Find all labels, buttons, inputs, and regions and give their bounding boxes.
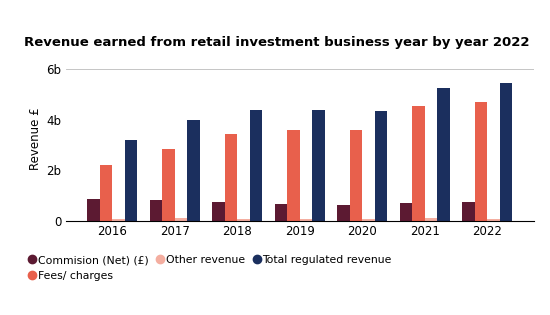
Bar [150,200,162,220]
Bar [237,219,250,220]
Bar [475,102,487,220]
Bar [225,134,237,220]
Bar [350,130,362,220]
Bar [287,130,300,220]
Bar [300,219,312,220]
Bar [312,110,324,220]
Bar [400,203,412,220]
Bar [87,199,100,220]
Bar [112,219,125,220]
Text: Revenue earned from retail investment business year by year 2022: Revenue earned from retail investment bu… [24,36,530,49]
Legend: Commision (Net) (£), Fees/ charges, Other revenue, Total regulated revenue: Commision (Net) (£), Fees/ charges, Othe… [29,255,392,281]
Bar [487,219,500,220]
Y-axis label: Revenue £: Revenue £ [29,107,42,170]
Bar [337,205,350,220]
Bar [437,88,450,220]
Bar [187,120,200,220]
Bar [162,149,175,220]
Bar [250,110,262,220]
Bar [412,106,425,220]
Bar [125,140,138,220]
Bar [425,218,437,220]
Bar [212,202,225,220]
Bar [100,165,112,220]
Bar [462,202,475,220]
Bar [500,83,512,220]
Bar [275,204,287,220]
Bar [362,219,375,220]
Bar [375,111,387,220]
Bar [175,218,187,220]
